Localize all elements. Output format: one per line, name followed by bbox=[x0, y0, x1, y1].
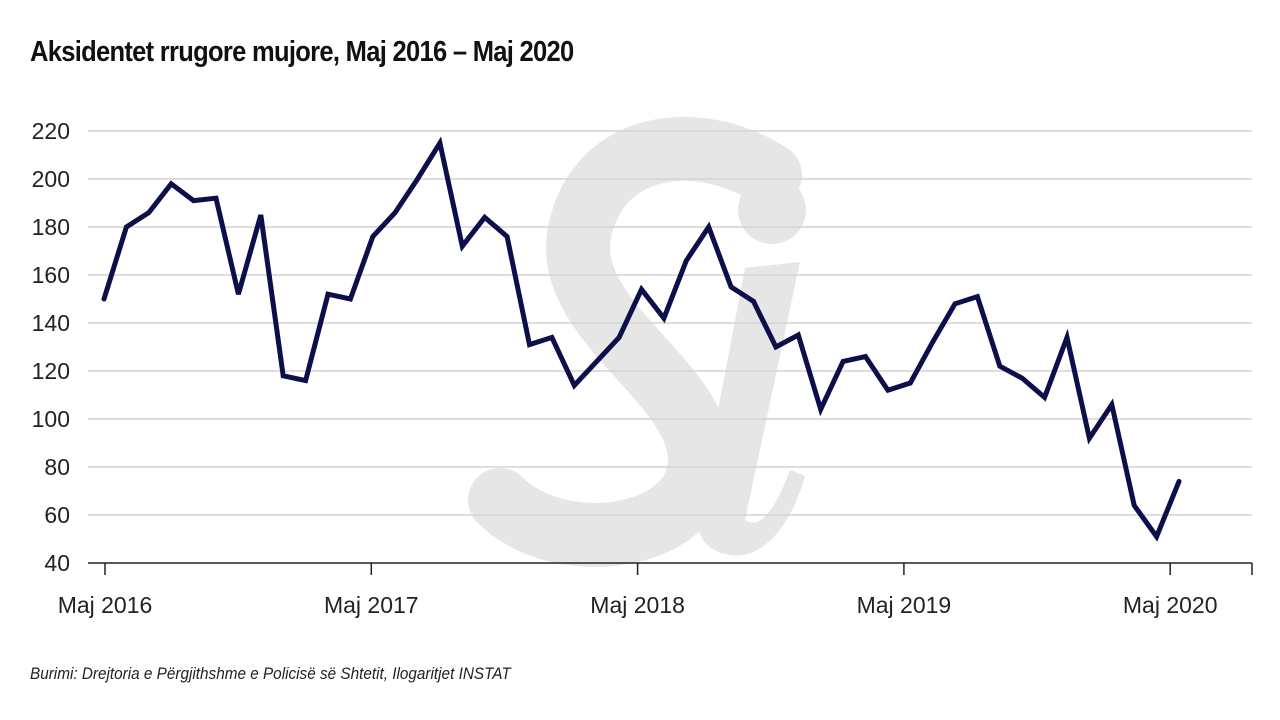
data-point bbox=[797, 334, 799, 336]
data-point bbox=[484, 216, 486, 218]
y-tick-label: 220 bbox=[32, 118, 70, 144]
data-point bbox=[282, 375, 284, 377]
data-point bbox=[372, 236, 374, 238]
data-point bbox=[730, 286, 732, 288]
data-point bbox=[170, 183, 172, 185]
data-point bbox=[820, 408, 822, 410]
data-point bbox=[909, 382, 911, 384]
watermark-i-stem bbox=[698, 262, 805, 556]
data-point bbox=[461, 245, 463, 247]
y-tick-label: 100 bbox=[32, 406, 70, 432]
data-point bbox=[752, 300, 754, 302]
data-point bbox=[1156, 536, 1158, 538]
data-point bbox=[932, 341, 934, 343]
data-point bbox=[260, 214, 262, 216]
data-point bbox=[887, 389, 889, 391]
watermark-logo bbox=[468, 117, 806, 567]
data-point bbox=[125, 226, 127, 228]
x-tick-label: Maj 2019 bbox=[857, 592, 952, 618]
y-tick-label: 80 bbox=[44, 454, 70, 480]
data-point bbox=[506, 236, 508, 238]
data-point bbox=[954, 303, 956, 305]
y-tick-label: 120 bbox=[32, 358, 70, 384]
data-point bbox=[215, 197, 217, 199]
data-point bbox=[708, 226, 710, 228]
data-point bbox=[1111, 404, 1113, 406]
x-tick-label: Maj 2017 bbox=[324, 592, 419, 618]
watermark-i-dot bbox=[738, 176, 806, 244]
data-point bbox=[1066, 336, 1068, 338]
data-point bbox=[618, 336, 620, 338]
data-point bbox=[663, 317, 665, 319]
watermark-s-shape bbox=[468, 117, 802, 567]
data-point bbox=[1133, 504, 1135, 506]
y-tick-label: 60 bbox=[44, 502, 70, 528]
data-point bbox=[394, 212, 396, 214]
data-point bbox=[1088, 437, 1090, 439]
source-note: Burimi: Drejtoria e Përgjithshme e Polic… bbox=[30, 664, 511, 683]
data-point bbox=[775, 346, 777, 348]
data-point bbox=[305, 380, 307, 382]
data-point bbox=[864, 356, 866, 358]
data-point bbox=[685, 260, 687, 262]
data-point bbox=[349, 298, 351, 300]
x-tick-label: Maj 2016 bbox=[58, 592, 153, 618]
y-tick-label: 140 bbox=[32, 310, 70, 336]
data-point bbox=[327, 293, 329, 295]
data-point bbox=[439, 142, 441, 144]
data-point bbox=[1021, 377, 1023, 379]
data-point bbox=[1178, 480, 1180, 482]
data-point bbox=[417, 178, 419, 180]
data-point bbox=[999, 365, 1001, 367]
data-point bbox=[842, 360, 844, 362]
x-tick-label: Maj 2020 bbox=[1123, 592, 1218, 618]
data-point bbox=[103, 298, 105, 300]
data-point bbox=[1044, 396, 1046, 398]
data-point bbox=[193, 200, 195, 202]
y-tick-label: 180 bbox=[32, 214, 70, 240]
data-point bbox=[551, 336, 553, 338]
data-point bbox=[237, 293, 239, 295]
data-point bbox=[529, 344, 531, 346]
x-tick-label: Maj 2018 bbox=[590, 592, 685, 618]
y-tick-label: 200 bbox=[32, 166, 70, 192]
data-point bbox=[573, 384, 575, 386]
data-point bbox=[148, 212, 150, 214]
chart-title: Aksidentet rrugore mujore, Maj 2016 – Ma… bbox=[30, 36, 574, 68]
data-point bbox=[641, 288, 642, 290]
data-point bbox=[596, 360, 598, 362]
y-tick-label: 160 bbox=[32, 262, 70, 288]
data-point bbox=[976, 296, 978, 298]
y-tick-label: 40 bbox=[44, 550, 70, 576]
